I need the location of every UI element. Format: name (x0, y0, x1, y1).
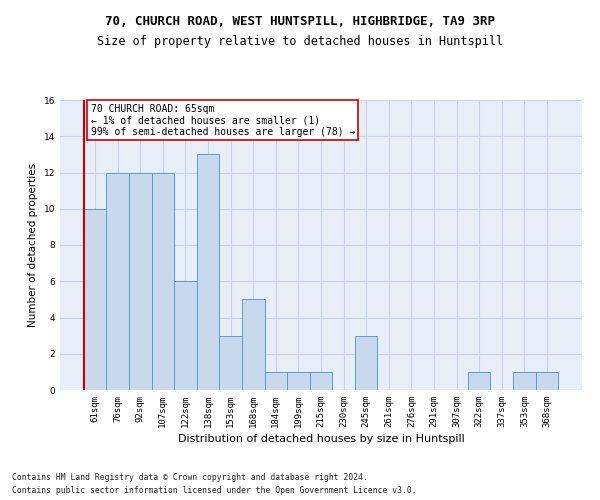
Bar (129, 172, 152, 390)
Bar (355, 336, 377, 390)
Text: Contains HM Land Registry data © Crown copyright and database right 2024.: Contains HM Land Registry data © Crown c… (12, 474, 368, 482)
Text: Contains public sector information licensed under the Open Government Licence v3: Contains public sector information licen… (12, 486, 416, 495)
Bar (468, 372, 490, 390)
Bar (174, 281, 197, 390)
Text: 70 CHURCH ROAD: 65sqm
← 1% of detached houses are smaller (1)
99% of semi-detach: 70 CHURCH ROAD: 65sqm ← 1% of detached h… (91, 104, 355, 137)
Bar (310, 372, 332, 390)
Bar (106, 172, 129, 390)
Bar (513, 372, 536, 390)
Bar (287, 372, 310, 390)
Y-axis label: Number of detached properties: Number of detached properties (28, 163, 38, 327)
Bar (84, 209, 106, 390)
Text: 70, CHURCH ROAD, WEST HUNTSPILL, HIGHBRIDGE, TA9 3RP: 70, CHURCH ROAD, WEST HUNTSPILL, HIGHBRI… (105, 15, 495, 28)
Text: Size of property relative to detached houses in Huntspill: Size of property relative to detached ho… (97, 35, 503, 48)
Bar (220, 336, 242, 390)
Bar (242, 300, 265, 390)
Bar (265, 372, 287, 390)
Bar (197, 154, 220, 390)
Bar (152, 172, 174, 390)
X-axis label: Distribution of detached houses by size in Huntspill: Distribution of detached houses by size … (178, 434, 464, 444)
Bar (536, 372, 558, 390)
